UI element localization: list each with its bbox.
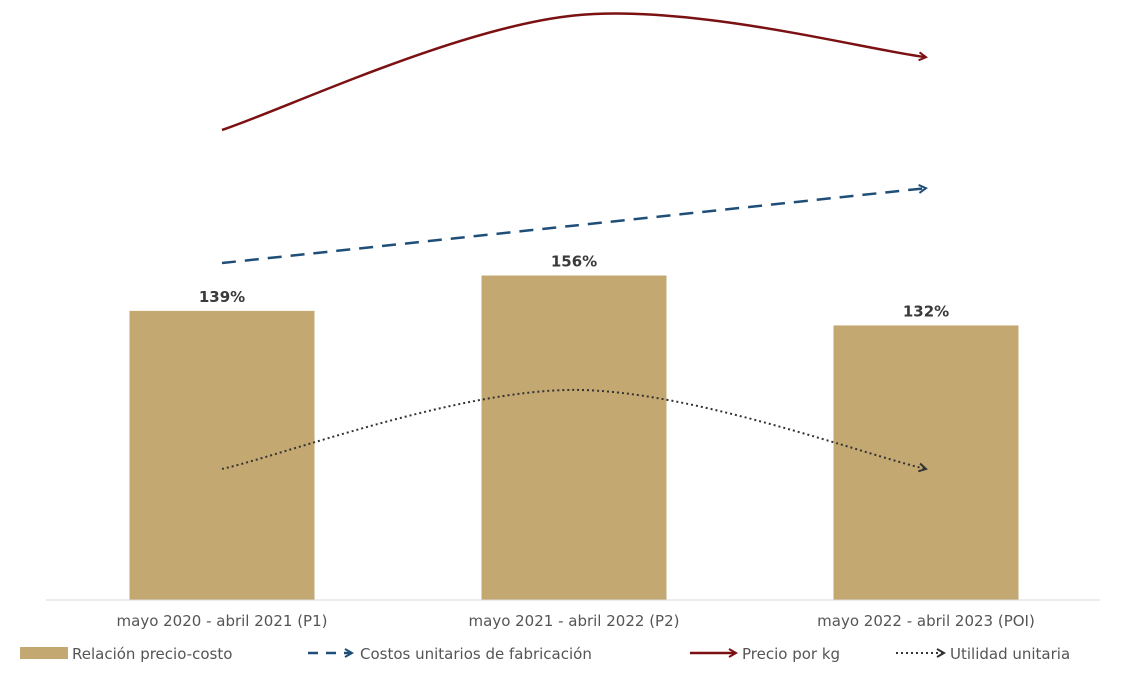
trend-line-solid <box>221 12 926 132</box>
data-label: 132% <box>903 302 949 320</box>
category-tick-label: mayo 2022 - abril 2023 (POI) <box>817 612 1035 630</box>
legend-label: Precio por kg <box>742 645 840 663</box>
category-tick-label: mayo 2021 - abril 2022 (P2) <box>469 612 680 630</box>
data-label: 156% <box>551 253 597 271</box>
data-label: 139% <box>199 288 245 306</box>
legend-swatch-bar <box>20 647 68 659</box>
legend-label: Utilidad unitaria <box>950 645 1070 663</box>
trend-line-dotted <box>221 388 926 469</box>
bar <box>833 325 1019 600</box>
category-tick-label: mayo 2020 - abril 2021 (P1) <box>117 612 328 630</box>
legend: Relación precio-costo Costos unitarios d… <box>20 645 1070 663</box>
trend-line-dashed <box>221 188 926 265</box>
bar <box>481 275 667 600</box>
legend-label: Costos unitarios de fabricación <box>360 645 592 663</box>
bar <box>129 310 315 600</box>
legend-label: Relación precio-costo <box>72 645 232 663</box>
